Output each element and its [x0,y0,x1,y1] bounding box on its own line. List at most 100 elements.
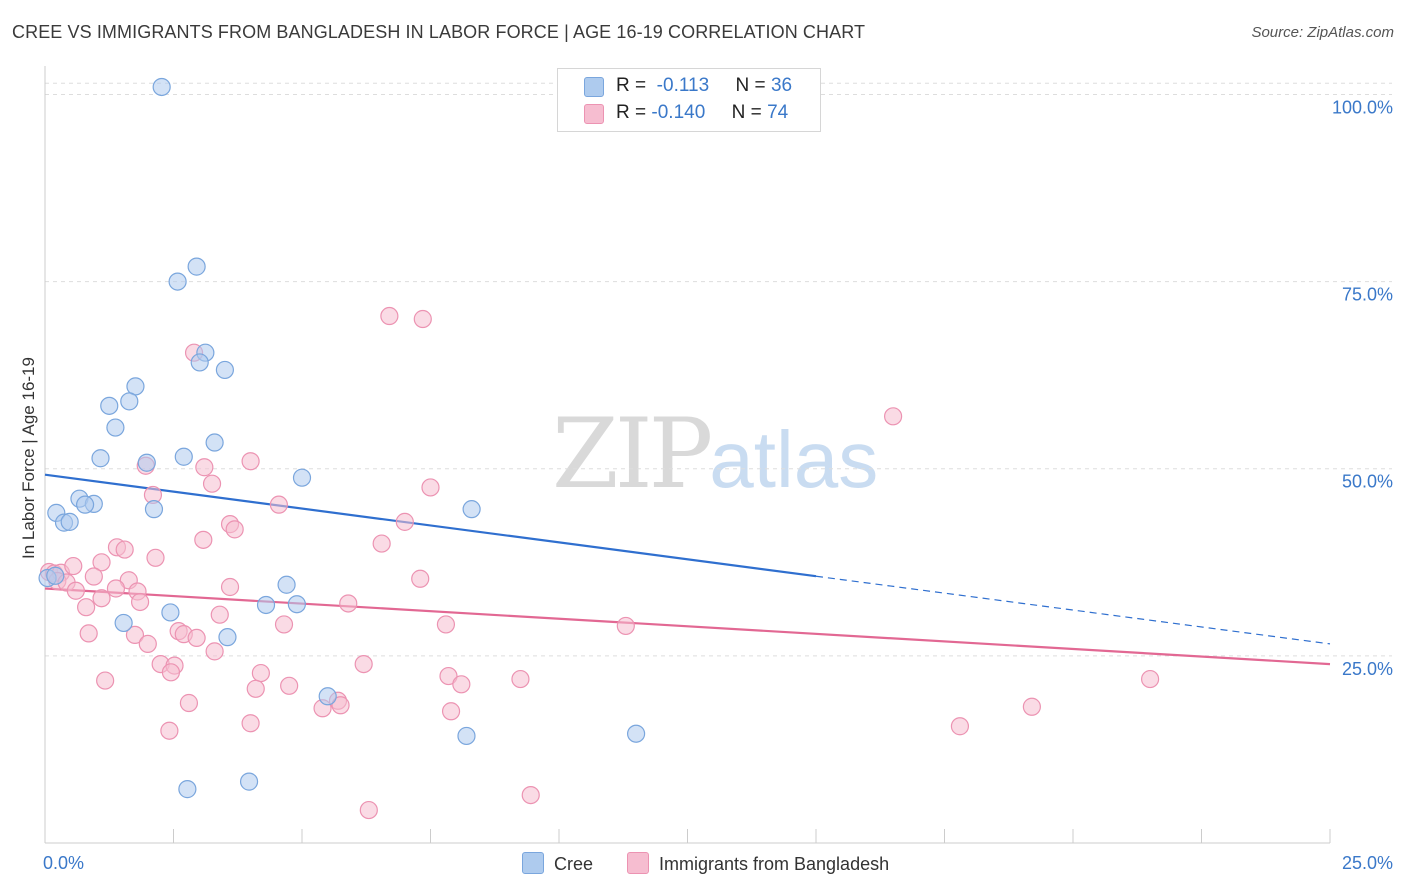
watermark: ZIPatlas [552,398,878,510]
bangladesh-point [246,679,265,698]
bangladesh-point [511,669,530,689]
tick-labels: 25.0% 50.0% 75.0% 100.0% 0.0% 25.0% [43,97,1393,873]
bangladesh-point [441,702,461,721]
bangladesh-point [372,534,391,553]
cree-point [190,353,209,372]
cree-point [457,726,476,746]
cree-point [256,595,276,615]
cree-swatch [522,852,544,874]
bangladesh-point [225,520,244,539]
bangladesh-point [616,616,635,636]
cree-point [100,396,119,415]
bangladesh-point [280,676,299,695]
bangladesh-point [205,642,224,661]
bangladesh-point [77,598,96,617]
bangladesh-point [251,663,270,683]
cree-swatch [584,77,604,97]
bangladesh-point [210,605,229,624]
cree-trend-extension [815,575,1331,645]
bangladesh-point [1140,669,1160,689]
bangladesh-point [241,452,260,471]
x-tick-label: 0.0% [43,853,84,873]
r-value: -0.140 [651,102,706,123]
cree-point [187,257,206,276]
cree-point [287,595,306,614]
data-points [38,77,1160,820]
bangladesh-label: Immigrants from Bangladesh [659,854,890,874]
source-label: Source: ZipAtlas.com [1251,24,1394,41]
stats-legend: R = -0.113 N = 36 R = -0.140 N = 74 [557,68,821,132]
y-tick-label: 75.0% [1342,285,1393,305]
cree-point [292,468,312,487]
cree-point [168,272,187,291]
cree-point [205,433,224,452]
legend-text-bangladesh: R = -0.140 N = 74 [616,102,788,124]
watermark-atlas: atlas [709,415,879,504]
bangladesh-point [92,553,111,572]
cree-point [161,603,180,622]
cree-point [114,613,133,633]
bangladesh-point [331,696,350,715]
cree-trend-line [44,473,817,578]
cree-point [277,575,296,594]
bangladesh-point [84,567,103,586]
cree-point [120,392,139,411]
n-value: 36 [770,75,793,96]
bangladesh-point [354,654,373,674]
cree-point [174,447,193,466]
bangladesh-swatch [584,104,604,124]
r-label: R = [616,75,647,96]
cree-point [106,418,125,437]
y-tick-label: 50.0% [1342,472,1393,492]
bangladesh-point [202,474,222,493]
cree-point [144,500,164,519]
n-value: 74 [767,102,789,123]
bangladesh-point [115,540,134,559]
bangladesh-point [64,556,83,576]
bangladesh-point [92,589,111,608]
cree-point [239,772,259,791]
cree-point [462,500,481,519]
bangladesh-point [436,615,456,634]
cree-point [75,495,95,514]
cree-point [60,512,79,531]
cree-label: Cree [554,854,594,874]
bangladesh-point [241,714,260,733]
r-label: R = [616,102,647,123]
bangladesh-point [161,663,181,682]
bangladesh-point [411,569,430,588]
cree-point [46,566,65,585]
bottom-legend-cree: Cree [522,852,593,875]
n-label: N = [731,102,762,123]
bangladesh-point [195,458,214,477]
watermark-zip: ZIP [552,398,713,510]
bangladesh-swatch [627,852,649,874]
bangladesh-point [395,512,414,531]
bangladesh-point [194,530,213,549]
cree-point [178,780,197,799]
legend-text-cree: R = -0.113 N = 36 [616,75,792,97]
cree-point [218,628,237,647]
bangladesh-point [439,666,458,686]
bangladesh-point [96,671,115,690]
bottom-legend-bangladesh: Immigrants from Bangladesh [627,852,889,875]
bangladesh-point [179,693,199,713]
grid-lines [45,82,1392,657]
bangladesh-trend-line [44,587,1331,666]
bangladesh-point [950,717,970,736]
cree-point [318,687,337,706]
bangladesh-point [1022,697,1041,716]
bangladesh-point [452,675,471,694]
chart-title: CREE VS IMMIGRANTS FROM BANGLADESH IN LA… [12,22,866,42]
cree-point [91,449,110,468]
bangladesh-point [339,594,358,613]
bangladesh-point [413,309,432,329]
cree-point [137,453,156,472]
trend-lines [44,473,1331,666]
bangladesh-point [66,581,85,600]
bangladesh-point [359,800,378,820]
n-label: N = [735,75,766,96]
bangladesh-point [160,721,179,740]
cree-point [215,360,234,380]
y-tick-label: 100.0% [1332,97,1393,117]
